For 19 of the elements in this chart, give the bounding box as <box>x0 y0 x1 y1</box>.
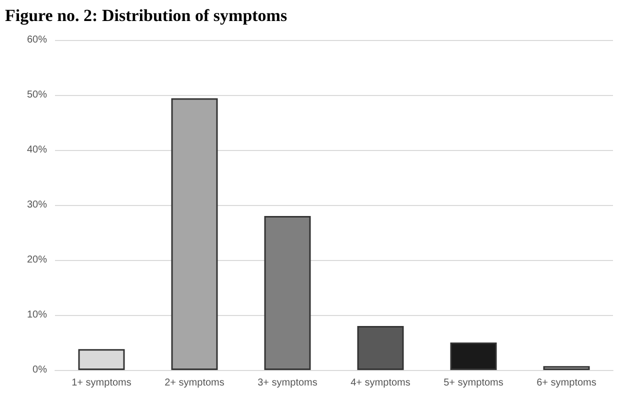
bar <box>264 216 311 370</box>
x-tick-label: 2+ symptoms <box>164 378 224 388</box>
y-tick-label: 50% <box>26 90 48 100</box>
x-tick-label: 1+ symptoms <box>72 378 132 388</box>
y-tick-label: 40% <box>26 144 48 156</box>
bar <box>450 342 497 370</box>
bar <box>543 366 590 370</box>
y-tick-label: 0% <box>32 364 48 376</box>
y-tick-label: 20% <box>26 254 48 266</box>
x-tick-label: 5+ symptoms <box>444 378 504 388</box>
bar <box>171 98 218 370</box>
chart-title: Figure no. 2: Distribution of symptoms <box>5 6 288 25</box>
x-tick-label: 4+ symptoms <box>350 378 410 388</box>
x-tick-label: 6+ symptoms <box>536 378 596 388</box>
y-tick-label: 30% <box>26 200 48 210</box>
bar <box>357 326 404 370</box>
y-tick-label: 10% <box>26 310 48 320</box>
x-tick-label: 3+ symptoms <box>258 378 318 388</box>
y-tick-label: 60% <box>26 34 48 46</box>
